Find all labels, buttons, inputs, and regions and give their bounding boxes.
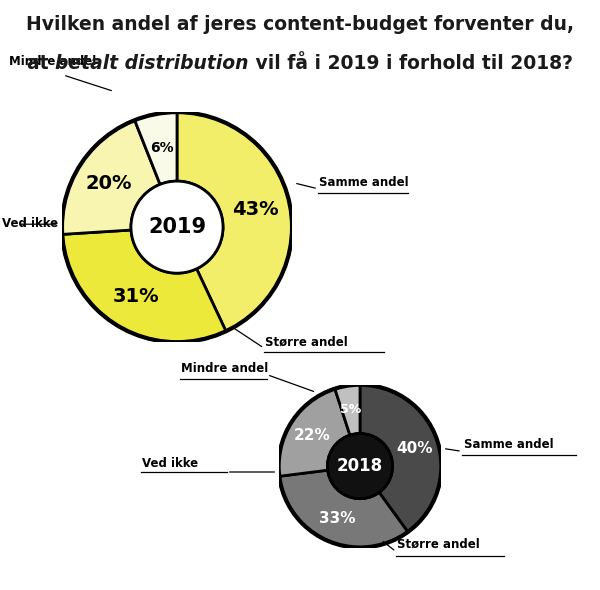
Wedge shape: [360, 385, 442, 532]
Text: 40%: 40%: [396, 441, 433, 456]
Text: 6%: 6%: [150, 141, 174, 155]
Circle shape: [131, 181, 223, 273]
Text: 2019: 2019: [148, 217, 206, 237]
Text: 43%: 43%: [232, 200, 279, 219]
Text: at: at: [27, 54, 55, 73]
Wedge shape: [134, 112, 177, 184]
Wedge shape: [279, 470, 408, 548]
Text: 31%: 31%: [113, 287, 160, 306]
Wedge shape: [335, 385, 360, 435]
Text: betalt distribution: betalt distribution: [55, 54, 249, 73]
Wedge shape: [278, 389, 350, 476]
Text: vil få i 2019 i forhold til 2018?: vil få i 2019 i forhold til 2018?: [249, 54, 573, 73]
Circle shape: [328, 434, 392, 499]
Text: 22%: 22%: [293, 428, 330, 443]
Text: Større andel: Større andel: [397, 538, 480, 551]
Text: Samme andel: Samme andel: [464, 438, 553, 451]
Text: Ved ikke: Ved ikke: [142, 457, 199, 470]
Text: 33%: 33%: [319, 511, 356, 526]
Wedge shape: [177, 112, 292, 331]
Text: 2018: 2018: [337, 457, 383, 475]
Text: Samme andel: Samme andel: [319, 176, 409, 189]
Text: Mindre andel: Mindre andel: [9, 55, 96, 68]
Text: 20%: 20%: [86, 175, 132, 194]
Text: Ved ikke: Ved ikke: [2, 217, 59, 230]
Text: 5%: 5%: [340, 404, 362, 417]
Wedge shape: [62, 230, 226, 342]
Text: Hvilken andel af jeres content-budget forventer du,: Hvilken andel af jeres content-budget fo…: [26, 15, 574, 34]
Text: Mindre andel: Mindre andel: [181, 362, 268, 375]
Text: Større andel: Større andel: [265, 335, 348, 348]
Wedge shape: [62, 120, 160, 234]
